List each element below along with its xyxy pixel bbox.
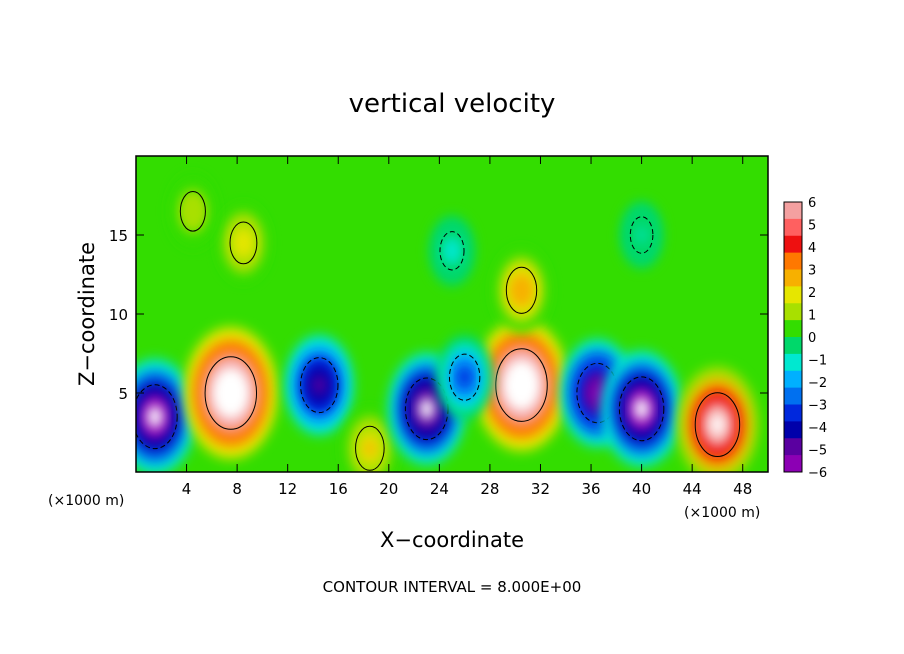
contour-line [229,221,258,265]
y-tick-label: 10 [109,306,128,324]
heatmap-feature [221,379,241,407]
colorbar-tick-label: 4 [808,241,816,256]
contour-line [629,216,654,254]
colorbar-swatch [784,286,802,304]
colorbar-frame [783,201,803,473]
x-tick-label: 32 [531,480,550,498]
colorbar-tick-label: 2 [808,286,816,301]
heatmap-feature [238,235,249,251]
colorbar-tick-label: −6 [808,466,827,481]
y-tick-label: 15 [109,227,128,245]
heatmap-feature [459,368,471,386]
colorbar-swatch [784,218,802,237]
contour-line [355,425,385,471]
colorbar-swatch [784,235,802,254]
x-tick-label: 4 [182,480,192,498]
colorbar-tick-label: 1 [808,309,816,324]
colorbar-tick-label: −3 [808,399,827,414]
colorbar-swatch [784,337,802,355]
x-tick-label: 40 [632,480,651,498]
colorbar-swatch [784,421,802,439]
heatmap-feature [589,382,605,404]
colorbar-swatch [784,455,802,473]
contour-line [448,353,481,401]
heatmap-feature [418,397,435,420]
x-axis-label: X−coordinate [380,528,524,552]
colorbar-tick-label: 0 [808,331,816,346]
colorbar-tick-label: −2 [808,376,827,391]
colorbar-swatch [784,202,802,220]
colorbar-tick-label: −1 [808,354,827,369]
x-tick-label: 36 [581,480,600,498]
contour-line [179,191,206,232]
heatmap-feature [633,397,650,421]
heatmap-feature [447,243,457,258]
heatmap-feature [364,440,376,457]
chart-title: vertical velocity [349,89,556,119]
heatmap-layer [136,156,768,472]
colorbar-tick-label: −5 [808,444,827,459]
colorbar-tick-label: 5 [808,219,816,234]
contour-line [439,231,465,271]
contour-line [204,356,258,430]
x-tick-label: 12 [278,480,297,498]
contour-line [495,348,548,422]
heatmap-feature [188,204,198,219]
contour-line [505,266,538,314]
colorbar-swatch [784,370,802,389]
colorbar-swatch [784,252,802,270]
x-units-left: (×1000 m) [48,493,124,509]
x-tick-label: 28 [480,480,499,498]
contour-line [694,392,741,458]
colorbar: 6 5 4 3 2 1 0 −1 −2 −3 −4 −5 −6 [783,196,827,481]
x-tick-label: 48 [733,480,752,498]
y-axis: 5 10 15 [109,227,768,403]
x-axis: 4 8 12 16 20 24 28 32 36 40 44 48 [182,156,752,498]
x-tick-label: 8 [232,480,242,498]
colorbar-tick-label: 6 [808,196,816,211]
x-tick-label: 44 [683,480,702,498]
contour-interval-label: CONTOUR INTERVAL = 8.000E+00 [323,578,582,596]
heatmap-feature [516,281,528,299]
contour-line [136,384,178,450]
colorbar-swatch [784,320,802,338]
x-tick-label: 16 [329,480,348,498]
heatmap-feature [146,405,164,429]
x-tick-label: 20 [379,480,398,498]
heatmap-feature [637,228,646,242]
y-axis-label: Z−coordinate [75,242,99,386]
x-units-right: (×1000 m) [684,505,760,521]
colorbar-tick-label: −4 [808,421,827,436]
x-tick-label: 24 [430,480,449,498]
y-tick-label: 5 [118,385,128,403]
colorbar-swatch [784,303,802,321]
heatmap-feature [312,375,327,396]
colorbar-tick-label: 3 [808,264,816,279]
heatmap-feature [709,413,726,437]
colorbar-swatch [784,438,802,456]
colorbar-swatch [784,269,802,287]
colorbar-swatch [784,353,802,372]
heatmap-feature [512,371,531,399]
colorbar-swatch [784,387,802,405]
contour-line [300,357,339,414]
contour-line [618,376,665,442]
colorbar-swatch [784,404,802,422]
